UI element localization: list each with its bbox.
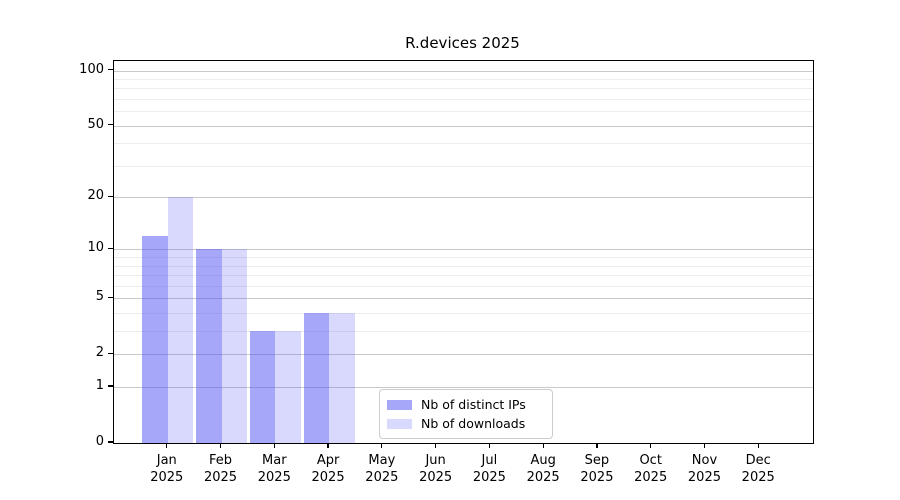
gridline-minor <box>114 285 813 287</box>
bar <box>329 313 355 443</box>
plot-area: Nb of distinct IPs Nb of downloads <box>113 60 814 444</box>
x-tick-label: Jan 2025 <box>150 453 184 485</box>
bar <box>303 313 330 443</box>
legend-item-downloads: Nb of downloads <box>387 416 543 431</box>
y-tick <box>108 385 113 387</box>
y-tick-label: 100 <box>79 61 104 77</box>
gridline-minor <box>114 78 813 80</box>
x-tick-label: Nov 2025 <box>687 453 721 485</box>
y-tick-label: 1 <box>95 378 104 394</box>
x-tick-label: Sep 2025 <box>580 453 614 485</box>
gridline-major <box>114 197 813 199</box>
x-tick-label: Apr 2025 <box>311 453 345 485</box>
y-tick-label: 5 <box>95 289 104 305</box>
gridline-minor <box>114 111 813 113</box>
gridline-minor <box>114 257 813 259</box>
x-tick <box>542 443 544 448</box>
x-tick <box>166 443 168 448</box>
bar <box>142 235 168 443</box>
gridline-minor <box>114 331 813 333</box>
legend-label: Nb of downloads <box>421 416 526 431</box>
legend-item-distinct-ips: Nb of distinct IPs <box>387 397 543 412</box>
bar <box>196 249 222 443</box>
x-tick <box>381 443 383 448</box>
bar <box>221 249 248 443</box>
x-tick-label: Aug 2025 <box>526 453 560 485</box>
legend-label: Nb of distinct IPs <box>421 397 526 412</box>
x-tick <box>273 443 275 448</box>
x-tick <box>703 443 706 448</box>
y-tick <box>108 296 113 298</box>
chart-title: R.devices 2025 <box>405 34 520 52</box>
x-tick-label: Mar 2025 <box>257 453 291 485</box>
gridline-major <box>114 354 813 356</box>
y-tick-label: 0 <box>95 434 104 449</box>
gridline-minor <box>114 265 813 267</box>
x-tick-label: Oct 2025 <box>634 453 668 485</box>
x-tick <box>596 443 598 448</box>
x-tick <box>488 443 490 448</box>
gridline-minor <box>114 98 813 100</box>
x-tick <box>757 443 759 448</box>
y-tick-label: 10 <box>87 240 104 256</box>
legend-swatch-distinct-ips <box>387 399 412 410</box>
gridline-major <box>114 387 813 389</box>
x-tick-label: May 2025 <box>365 453 399 485</box>
gridline-major <box>114 298 813 300</box>
gridline-major <box>114 249 813 251</box>
x-tick-label: Dec 2025 <box>741 453 775 485</box>
y-tick <box>108 195 113 197</box>
y-tick-label: 2 <box>95 345 104 361</box>
gridline-minor <box>114 88 813 90</box>
x-tick <box>219 443 222 448</box>
x-tick <box>327 443 329 448</box>
y-tick-label: 20 <box>87 188 104 204</box>
gridline-minor <box>114 165 813 167</box>
gridline-minor <box>114 313 813 315</box>
y-tick <box>108 352 113 354</box>
y-tick <box>108 247 113 250</box>
bar <box>249 331 276 443</box>
gridline-major <box>114 125 813 127</box>
gridline-minor <box>114 275 813 277</box>
x-tick-label: Jul 2025 <box>472 453 506 485</box>
bar <box>167 197 194 443</box>
y-tick <box>108 441 113 443</box>
legend-swatch-downloads <box>387 418 412 429</box>
x-tick-label: Jun 2025 <box>419 453 453 485</box>
x-tick-label: Feb 2025 <box>203 453 238 485</box>
legend: Nb of distinct IPs Nb of downloads <box>379 389 553 439</box>
y-tick <box>108 124 113 126</box>
gridline-minor <box>114 143 813 145</box>
x-tick <box>650 443 652 448</box>
y-tick <box>108 68 113 71</box>
y-tick-label: 50 <box>87 116 104 132</box>
gridline-major <box>114 70 813 72</box>
x-tick <box>435 443 437 448</box>
bar <box>275 331 301 443</box>
